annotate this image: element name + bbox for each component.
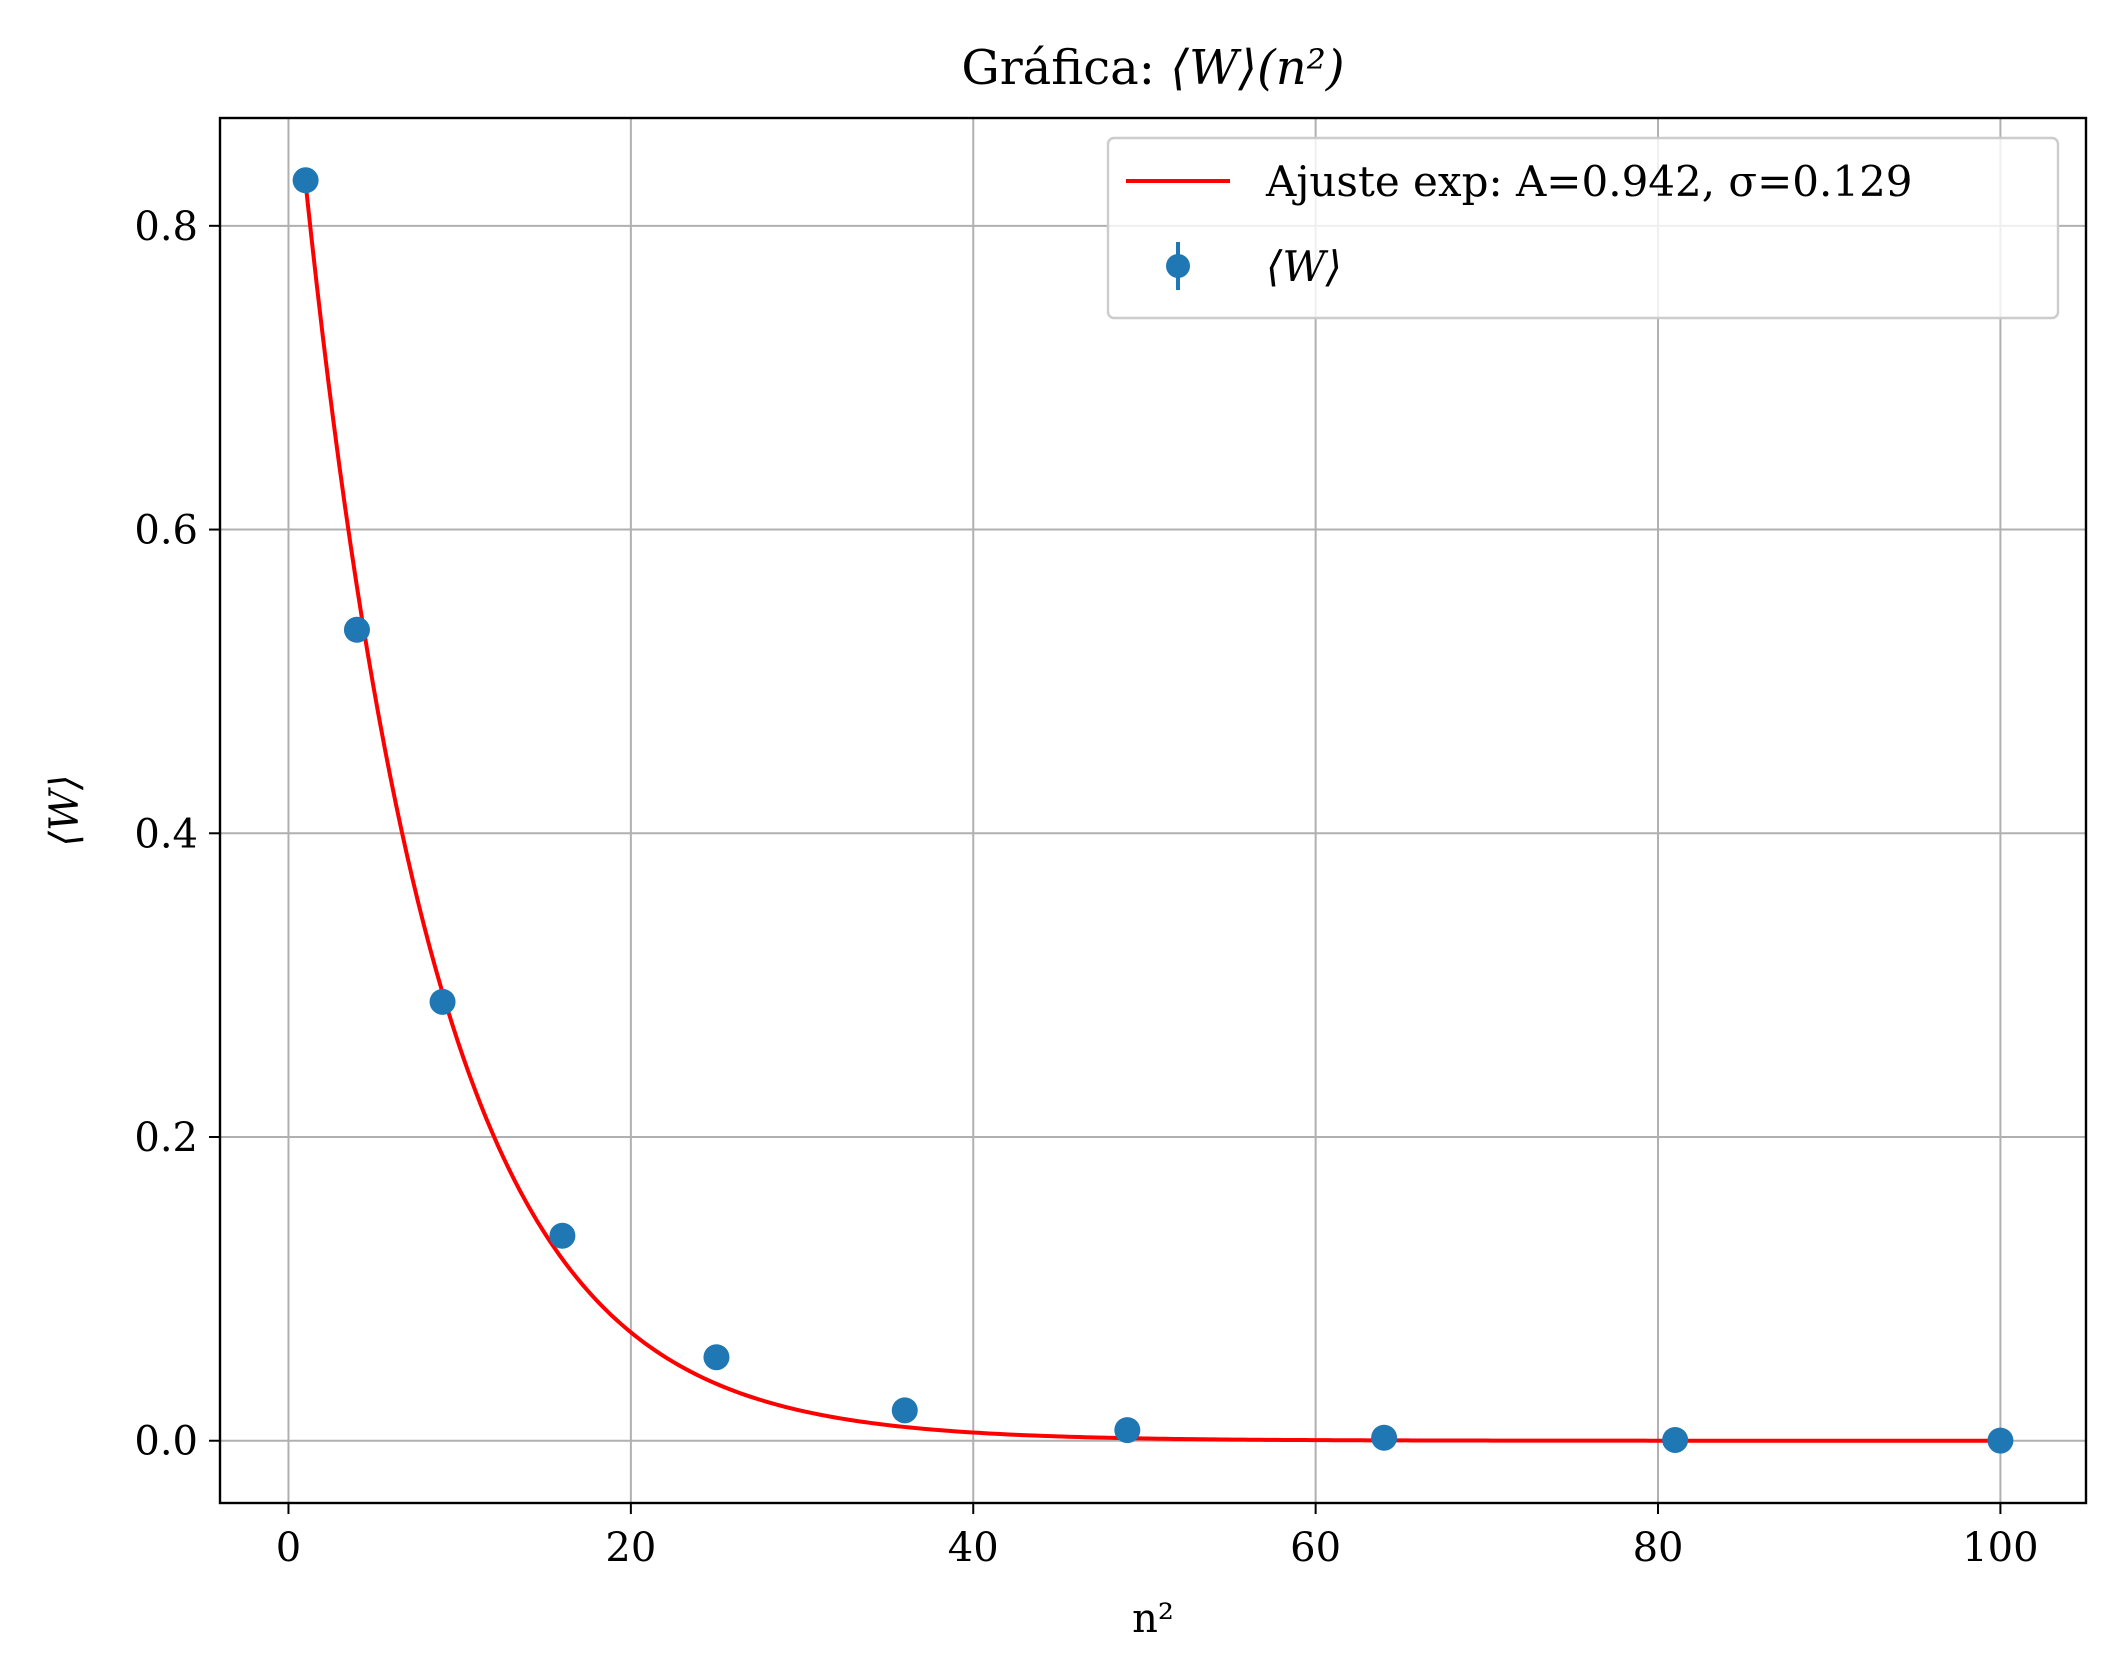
y-tick-label: 0.0 [134, 1419, 198, 1465]
data-point [703, 1344, 730, 1371]
chart-title-prefix: Gráfica: [961, 40, 1170, 96]
data-point [549, 1222, 576, 1249]
x-tick-label: 100 [1962, 1525, 2038, 1571]
data-point [1114, 1417, 1141, 1444]
data-point [429, 988, 456, 1015]
x-tick-label: 60 [1290, 1525, 1341, 1571]
legend-points-label: ⟨W⟩ [1266, 242, 1342, 291]
plot-area [292, 167, 2014, 1454]
data-point [891, 1397, 918, 1424]
y-tick-label: 0.2 [134, 1115, 198, 1161]
data-point [1371, 1424, 1398, 1451]
y-tick-label: 0.6 [134, 508, 198, 554]
x-axis-label: n² [1132, 1596, 1174, 1642]
y-tick-label: 0.8 [134, 204, 198, 250]
legend-fit-label: Ajuste exp: A=0.942, σ=0.129 [1265, 157, 1913, 206]
data-point [343, 616, 370, 643]
chart-title-math: ⟨W⟩(n²) [1170, 40, 1344, 96]
legend-box [1106, 136, 2060, 320]
ticks: 0 20 40 60 80 100 0.0 0.2 0.4 0.6 0.8 [134, 204, 2038, 1571]
data-point [1987, 1427, 2014, 1454]
data-point [292, 167, 319, 194]
axes-frame [218, 116, 2088, 1505]
x-tick-label: 40 [948, 1525, 999, 1571]
y-tick-label: 0.4 [134, 811, 198, 857]
data-point [1662, 1426, 1689, 1453]
y-axis-label: ⟨W⟩ [42, 774, 88, 846]
legend-marker-icon [1166, 254, 1190, 278]
legend: Ajuste exp: A=0.942, σ=0.129 ⟨W⟩ [1106, 136, 2060, 320]
x-tick-label: 20 [605, 1525, 656, 1571]
legend-points-swatch [1166, 242, 1190, 290]
x-tick-label: 0 [276, 1525, 301, 1571]
chart-title: Gráfica: ⟨W⟩(n²) [961, 40, 1344, 96]
fit-curve [303, 183, 2001, 1443]
x-tick-label: 80 [1633, 1525, 1684, 1571]
